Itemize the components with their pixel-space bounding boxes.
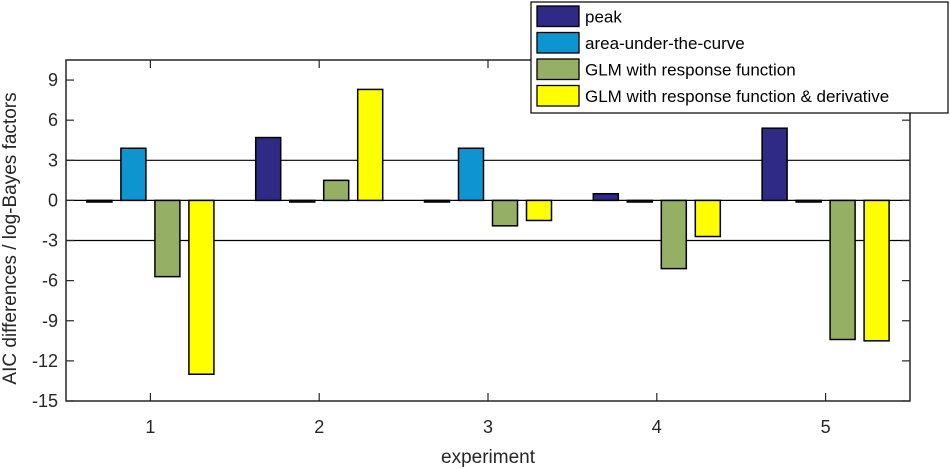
bar bbox=[829, 199, 856, 341]
x-tick-label: 1 bbox=[145, 417, 155, 437]
bar bbox=[356, 88, 384, 202]
x-tick-label: 3 bbox=[483, 417, 493, 437]
legend-swatch bbox=[536, 84, 580, 107]
bar bbox=[254, 136, 282, 202]
bar bbox=[457, 147, 485, 202]
legend-box bbox=[530, 1, 949, 114]
bar bbox=[491, 199, 519, 227]
x-axis-label: experiment bbox=[441, 447, 536, 468]
y-axis-label: AIC differences / log-Bayes factors bbox=[0, 92, 21, 384]
bars bbox=[86, 88, 890, 376]
y-tick-label: -6 bbox=[42, 271, 58, 291]
bar bbox=[761, 127, 788, 202]
y-tick-label: -15 bbox=[32, 391, 58, 411]
y-tick-label: -3 bbox=[42, 231, 58, 251]
y-tick-label: 3 bbox=[48, 150, 58, 170]
bar bbox=[525, 199, 553, 222]
legend-label: GLM with response function & derivative bbox=[585, 87, 889, 106]
legend-label: peak bbox=[585, 8, 622, 27]
legend: peak area-under-the-curve GLM with respons… bbox=[530, 1, 949, 114]
y-tick-label: 6 bbox=[48, 110, 58, 130]
bar bbox=[694, 199, 722, 238]
y-tick-label: -9 bbox=[42, 311, 58, 331]
bar bbox=[154, 199, 181, 278]
bar bbox=[592, 192, 620, 202]
x-tick-label: 5 bbox=[821, 417, 831, 437]
legend-label: GLM with response function bbox=[585, 61, 796, 80]
y-tick-label: -12 bbox=[32, 351, 58, 371]
bar bbox=[660, 199, 688, 270]
bar bbox=[423, 199, 451, 203]
x-tick-label: 2 bbox=[314, 417, 324, 437]
bar bbox=[626, 199, 654, 203]
x-tick-labels: 1 2 3 4 5 bbox=[145, 417, 830, 437]
axis-ticks bbox=[66, 60, 910, 402]
bar bbox=[86, 199, 113, 203]
y-tick-labels: -15 -12 -9 -6 -3 0 3 6 9 bbox=[32, 70, 58, 411]
bar bbox=[120, 147, 147, 202]
bar bbox=[288, 199, 316, 203]
y-tick-label: 9 bbox=[48, 70, 58, 90]
legend-swatch bbox=[536, 31, 580, 54]
bar bbox=[188, 199, 215, 376]
x-tick-label: 4 bbox=[652, 417, 662, 437]
legend-swatch bbox=[536, 5, 580, 28]
y-tick-label: 0 bbox=[48, 190, 58, 210]
bar bbox=[863, 199, 890, 342]
bar bbox=[795, 199, 822, 203]
bar bbox=[322, 179, 350, 202]
legend-label: area-under-the-curve bbox=[585, 34, 745, 53]
legend-swatch bbox=[536, 58, 580, 81]
